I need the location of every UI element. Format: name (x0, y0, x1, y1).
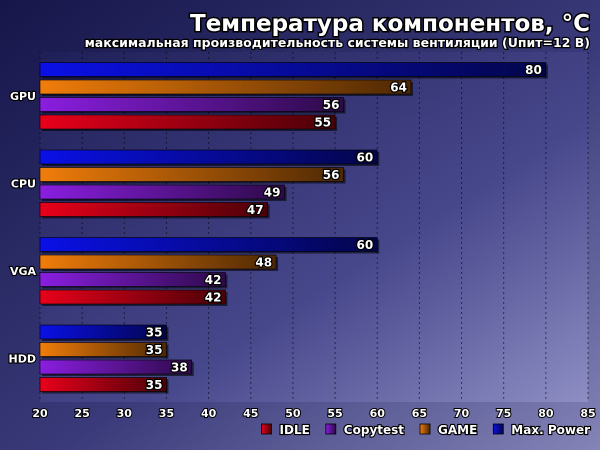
x-tick-label: 40 (201, 407, 217, 420)
bar-hdd-game (39, 342, 167, 357)
x-tick-label: 65 (412, 407, 427, 420)
x-tick-label: 60 (370, 407, 386, 420)
legend-label-idle: IDLE (280, 423, 310, 437)
x-tick-label: 75 (496, 407, 511, 420)
x-tick-label: 20 (32, 407, 48, 420)
x-tick-label: 35 (159, 407, 174, 420)
bar-cpu-idle (39, 202, 268, 217)
x-tick-label: 25 (74, 407, 89, 420)
data-label: 35 (146, 343, 163, 357)
chart-title: Температура компонентов, °С (190, 11, 590, 37)
category-label-hdd: HDD (9, 352, 36, 365)
legend-swatch-copytest (325, 423, 337, 435)
data-label: 80 (525, 63, 542, 77)
legend: IDLE Copytest GAME Max. Power (261, 422, 591, 438)
x-tick-label: 70 (454, 407, 470, 420)
legend-swatch-max-power (492, 423, 504, 435)
data-label: 38 (171, 361, 188, 375)
data-label: 42 (205, 291, 222, 305)
x-tick-label: 55 (327, 407, 342, 420)
data-label: 47 (247, 203, 264, 217)
data-label: 49 (264, 186, 281, 200)
x-tick-label: 50 (285, 407, 301, 420)
bar-vga-game (39, 254, 277, 270)
data-label: 56 (323, 98, 340, 112)
x-tick-labels: 20 25 30 35 40 45 50 55 60 65 70 75 80 85 (31, 406, 596, 421)
data-label: 60 (357, 151, 374, 165)
bar-vga-copytest (39, 272, 226, 287)
bar-hdd-idle (39, 377, 167, 392)
legend-label-copytest: Copytest (344, 423, 404, 437)
data-label: 55 (314, 116, 331, 130)
data-label: 60 (357, 238, 374, 252)
x-tick-label: 30 (117, 407, 133, 420)
category-label-cpu: CPU (11, 177, 36, 190)
legend-label-game: GAME (438, 423, 477, 437)
data-label: 56 (323, 168, 340, 182)
legend-swatch-idle (261, 423, 272, 435)
bar-gpu-game (39, 79, 412, 95)
chart-subtitle: максимальная производительность системы … (85, 35, 590, 50)
bar-vga-max-power (39, 237, 378, 252)
x-tick-label: 85 (580, 407, 595, 420)
category-label-vga: VGA (10, 265, 37, 278)
data-label: 35 (146, 326, 163, 340)
data-label: 35 (146, 378, 163, 392)
data-label: 64 (390, 81, 407, 95)
bar-gpu-copytest (39, 97, 344, 112)
category-labels: GPU CPU VGA HDD (7, 89, 37, 367)
x-tick-label: 80 (538, 407, 554, 420)
legend-swatch-game (419, 423, 431, 435)
data-label: 48 (255, 256, 272, 270)
bar-hdd-max-power (39, 324, 167, 340)
data-label: 42 (205, 273, 222, 287)
bar-cpu-max-power (39, 149, 378, 165)
bar-cpu-copytest (39, 184, 285, 200)
bar-cpu-game (39, 167, 344, 182)
bar-gpu-max-power (39, 62, 547, 77)
bar-hdd-copytest (39, 359, 193, 375)
x-tick-label: 45 (243, 407, 258, 420)
bar-gpu-idle (39, 114, 336, 130)
category-label-gpu: GPU (10, 90, 36, 103)
bar-vga-idle (39, 289, 226, 305)
legend-label-max-power: Max. Power (511, 423, 590, 437)
